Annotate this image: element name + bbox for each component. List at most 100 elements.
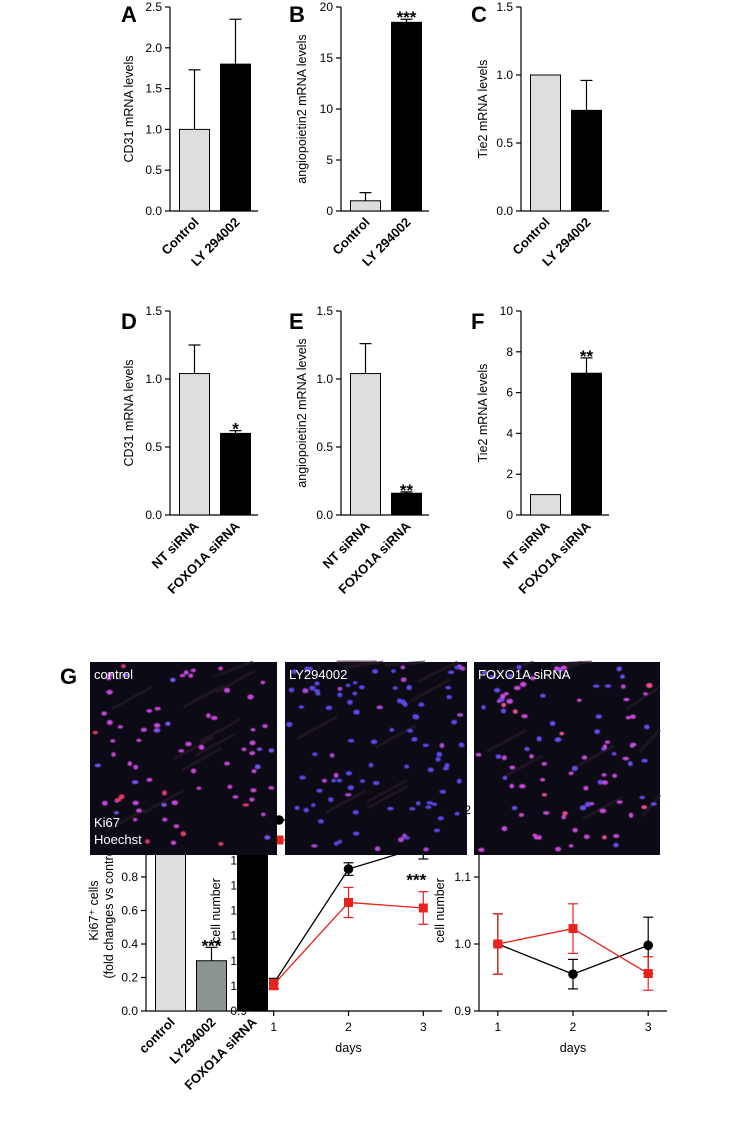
y-tick-label: 5 xyxy=(326,153,333,167)
nucleus xyxy=(315,691,321,696)
x-tick-label: 1 xyxy=(270,1020,277,1034)
nucleus xyxy=(572,827,578,833)
nucleus xyxy=(298,705,305,709)
nucleus xyxy=(218,841,224,846)
nucleus xyxy=(232,795,239,799)
tissue-streak xyxy=(214,669,257,694)
nucleus xyxy=(437,816,444,821)
tissue-streak xyxy=(486,728,528,754)
tissue-streak xyxy=(410,677,452,703)
nucleus xyxy=(133,764,139,770)
data-point xyxy=(568,969,578,979)
y-tick-label: 0.6 xyxy=(121,904,138,918)
y-tick-label: 1.1 xyxy=(230,954,247,968)
nucleus xyxy=(249,751,256,756)
nucleus xyxy=(254,764,261,770)
nucleus xyxy=(404,764,410,769)
nucleus xyxy=(325,705,333,711)
significance-marker: * xyxy=(232,420,239,439)
y-tick-label: 10 xyxy=(500,304,514,318)
nucleus xyxy=(622,756,630,761)
nucleus xyxy=(387,806,394,811)
nucleus xyxy=(433,828,441,833)
nucleus xyxy=(136,808,142,813)
nucleus xyxy=(331,778,336,783)
y-tick-label: 1.0 xyxy=(316,372,333,386)
nucleus xyxy=(594,729,601,735)
bar-foxo1a-sirna xyxy=(571,372,602,516)
tissue-streak xyxy=(638,728,662,753)
bar-control xyxy=(179,128,210,212)
nucleus xyxy=(604,740,611,744)
significance-marker: *** xyxy=(202,936,222,955)
nucleus xyxy=(530,676,536,681)
nucleus xyxy=(601,780,609,785)
nucleus xyxy=(406,684,412,691)
bar-ly294002 xyxy=(196,960,227,1012)
nucleus xyxy=(500,693,506,699)
nucleus xyxy=(249,797,255,802)
tissue-streak xyxy=(325,789,367,814)
nucleus xyxy=(261,812,266,817)
tissue-streak xyxy=(625,685,661,711)
nucleus xyxy=(628,812,634,818)
nucleus xyxy=(554,666,560,671)
nucleus xyxy=(481,670,488,675)
data-point xyxy=(493,939,503,949)
nucleus xyxy=(439,789,447,794)
nucleus xyxy=(316,788,323,793)
micrograph-1: control Ki67 Hoechst xyxy=(90,660,277,855)
nucleus xyxy=(503,691,509,696)
nucleus xyxy=(190,768,197,774)
x-tick-label: 3 xyxy=(645,1020,652,1034)
nucleus xyxy=(110,739,116,743)
nucleus xyxy=(136,738,142,743)
nucleus xyxy=(524,746,530,752)
nucleus xyxy=(372,669,379,674)
nucleus xyxy=(554,737,562,743)
panel-letter: B xyxy=(289,2,305,27)
y-tick-label: 0.0 xyxy=(496,204,513,218)
tissue-streak xyxy=(641,793,662,818)
nucleus xyxy=(127,761,133,767)
nucleus xyxy=(132,800,139,806)
y-tick-label: 1.4 xyxy=(230,878,247,892)
nucleus xyxy=(347,699,353,705)
nucleus xyxy=(571,765,578,771)
nucleus xyxy=(178,749,185,753)
y-axis-label: angiopoietin2 mRNA levels xyxy=(295,338,309,487)
nucleus xyxy=(374,846,381,852)
nucleus xyxy=(101,711,108,716)
nucleus xyxy=(299,775,306,780)
nucleus xyxy=(311,844,318,848)
nucleus xyxy=(106,677,112,681)
nucleus xyxy=(353,709,360,715)
nucleus xyxy=(170,840,177,845)
nucleus xyxy=(132,817,138,822)
tissue-streak xyxy=(199,717,241,743)
nucleus xyxy=(560,665,568,670)
nucleus xyxy=(593,684,600,688)
nucleus xyxy=(140,727,148,732)
stain-label: Hoechst xyxy=(94,832,142,847)
nucleus xyxy=(561,814,567,820)
nucleus xyxy=(549,721,556,727)
nucleus xyxy=(502,775,508,781)
tissue-streak xyxy=(182,684,224,709)
y-tick-label: 6 xyxy=(506,386,513,400)
significance-marker: *** xyxy=(406,871,426,890)
nucleus xyxy=(294,805,300,811)
nucleus xyxy=(412,714,418,720)
nucleus xyxy=(180,831,187,837)
nucleus xyxy=(407,728,414,733)
tissue-streak xyxy=(172,736,214,762)
nucleus xyxy=(92,730,98,735)
panel-letter: G xyxy=(60,664,77,689)
nucleus xyxy=(537,835,542,840)
nucleus xyxy=(425,805,432,809)
y-tick-label: 1.0 xyxy=(145,122,162,136)
